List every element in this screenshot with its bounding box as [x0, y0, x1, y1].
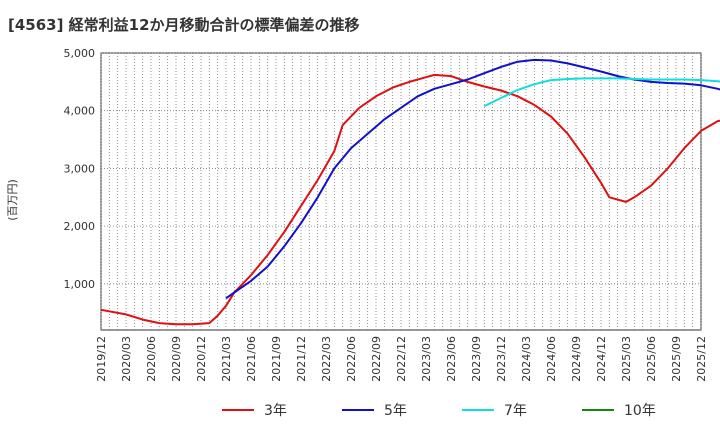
legend-label-3年: 3年	[264, 403, 287, 419]
x-tick-label: 2023/12	[495, 336, 508, 382]
y-axis-label: (百万円)	[6, 179, 19, 221]
x-tick-label: 2025/06	[645, 336, 658, 382]
x-tick-label: 2021/06	[245, 336, 258, 382]
x-tick-label: 2023/03	[420, 336, 433, 382]
x-axis: 2019/12 2020/03 2020/06 2020/09 2020/12 2021/…	[95, 336, 708, 382]
y-tick-label: 3,000	[64, 162, 96, 175]
y-tick-label: 2,000	[64, 220, 96, 233]
legend-label-10年: 10年	[624, 403, 656, 419]
y-axis: 1,000 2,000 3,000 4,000 5,000	[64, 47, 96, 291]
x-tick-label: 2021/12	[295, 336, 308, 382]
series-line-5年	[225, 58, 720, 300]
x-tick-label: 2025/03	[620, 336, 633, 382]
x-tick-label: 2020/06	[145, 336, 158, 382]
x-tick-label: 2024/03	[520, 336, 533, 382]
x-tick-label: 2019/12	[95, 336, 108, 382]
y-tick-label: 5,000	[64, 47, 96, 60]
x-tick-label: 2023/09	[470, 336, 483, 382]
x-tick-label: 2020/03	[120, 336, 133, 382]
legend-label-7年: 7年	[504, 403, 527, 419]
x-tick-label: 2022/06	[345, 336, 358, 382]
x-tick-label: 2024/06	[545, 336, 558, 382]
x-tick-label: 2021/09	[270, 336, 283, 382]
x-tick-label: 2020/09	[170, 336, 183, 382]
x-tick-label: 2024/09	[570, 336, 583, 382]
y-tick-label: 4,000	[64, 105, 96, 118]
x-tick-label: 2023/06	[445, 336, 458, 382]
series-layer	[100, 58, 720, 326]
y-tick-label: 1,000	[64, 278, 96, 291]
x-tick-label: 2022/03	[320, 336, 333, 382]
x-tick-label: 2025/09	[670, 336, 683, 382]
legend-label-5年: 5年	[384, 403, 407, 419]
chart-title: [4563] 経常利益12か月移動合計の標準偏差の推移	[8, 16, 360, 34]
grid-layer	[100, 52, 702, 330]
x-tick-label: 2025/12	[695, 336, 708, 382]
x-tick-label: 2021/03	[220, 336, 233, 382]
x-tick-label: 2020/12	[195, 336, 208, 382]
series-line-7年	[483, 77, 720, 107]
legend: 3年 5年 7年 10年	[222, 403, 656, 419]
x-tick-label: 2024/12	[595, 336, 608, 382]
x-tick-label: 2022/09	[370, 336, 383, 382]
x-tick-label: 2022/12	[395, 336, 408, 382]
series-line-3年	[100, 73, 720, 326]
